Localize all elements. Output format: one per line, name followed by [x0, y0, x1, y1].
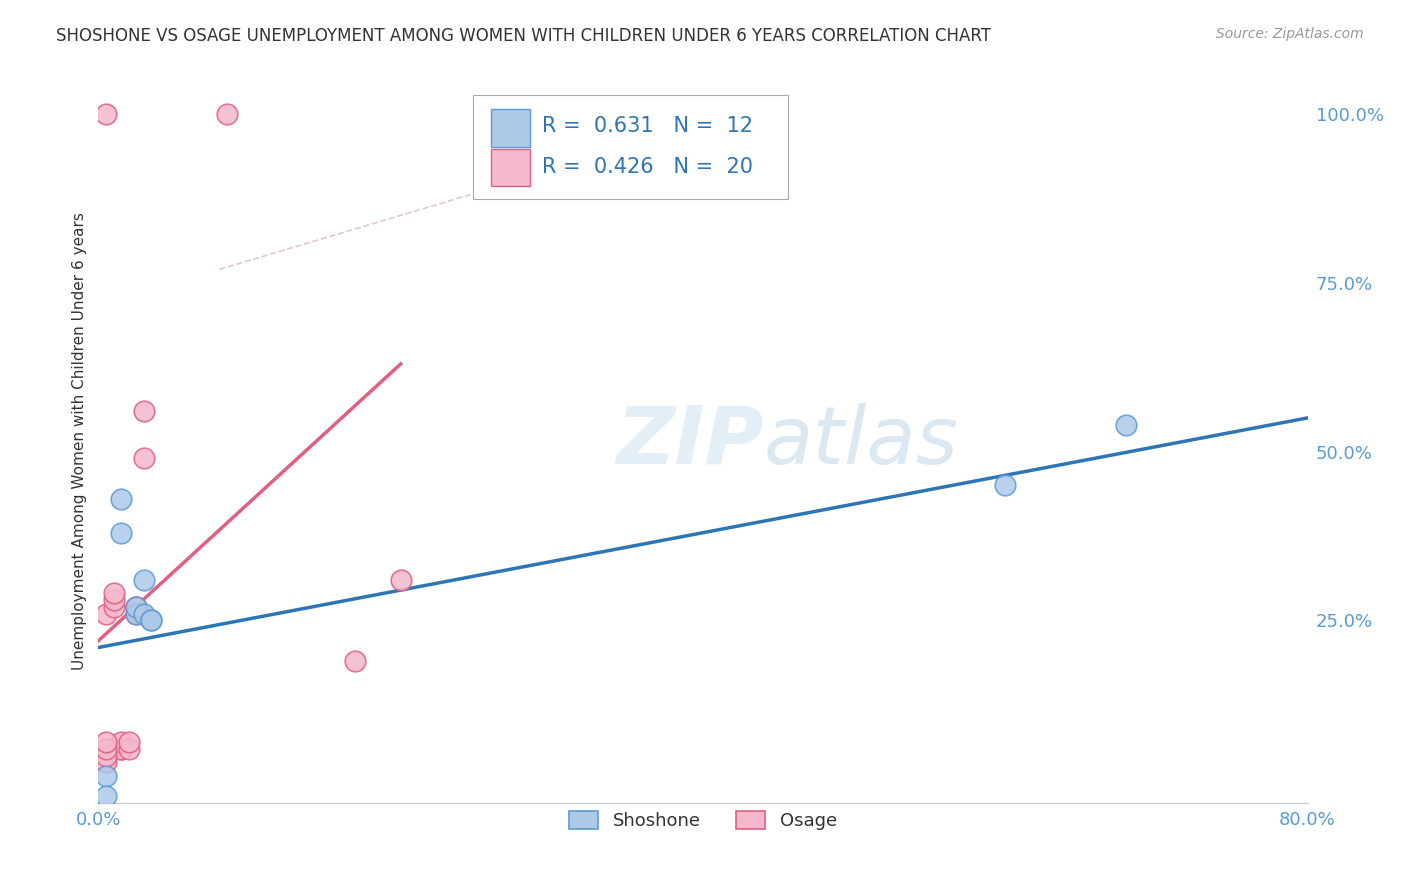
Point	[103, 599, 125, 614]
Point	[110, 525, 132, 540]
Point	[94, 735, 117, 749]
Point	[141, 614, 163, 628]
Point	[118, 741, 141, 756]
Y-axis label: Unemployment Among Women with Children Under 6 years: Unemployment Among Women with Children U…	[72, 212, 87, 671]
Point	[94, 107, 117, 121]
Point	[125, 607, 148, 621]
Point	[94, 607, 117, 621]
FancyBboxPatch shape	[474, 95, 787, 200]
Point	[215, 107, 238, 121]
Point	[110, 735, 132, 749]
Text: R =  0.631   N =  12: R = 0.631 N = 12	[543, 116, 754, 136]
Point	[94, 789, 117, 803]
Point	[94, 741, 117, 756]
Point	[132, 451, 155, 466]
Text: R =  0.426   N =  20: R = 0.426 N = 20	[543, 157, 754, 177]
Point	[141, 614, 163, 628]
Point	[344, 654, 367, 668]
Text: SHOSHONE VS OSAGE UNEMPLOYMENT AMONG WOMEN WITH CHILDREN UNDER 6 YEARS CORRELATI: SHOSHONE VS OSAGE UNEMPLOYMENT AMONG WOM…	[56, 27, 991, 45]
Point	[389, 573, 412, 587]
Point	[132, 573, 155, 587]
Point	[94, 756, 117, 770]
Point	[118, 735, 141, 749]
Point	[132, 404, 155, 418]
Point	[125, 599, 148, 614]
Point	[103, 586, 125, 600]
Legend: Shoshone, Osage: Shoshone, Osage	[562, 804, 844, 837]
Text: ZIP: ZIP	[616, 402, 763, 481]
Point	[132, 607, 155, 621]
Point	[125, 599, 148, 614]
Point	[125, 607, 148, 621]
Point	[1115, 417, 1137, 432]
Point	[125, 599, 148, 614]
FancyBboxPatch shape	[492, 149, 530, 186]
Point	[94, 748, 117, 763]
Point	[110, 491, 132, 506]
Point	[110, 741, 132, 756]
Point	[94, 769, 117, 783]
Text: Source: ZipAtlas.com: Source: ZipAtlas.com	[1216, 27, 1364, 41]
Point	[994, 478, 1017, 492]
Point	[103, 593, 125, 607]
Point	[110, 741, 132, 756]
FancyBboxPatch shape	[492, 109, 530, 147]
Text: atlas: atlas	[763, 402, 959, 481]
